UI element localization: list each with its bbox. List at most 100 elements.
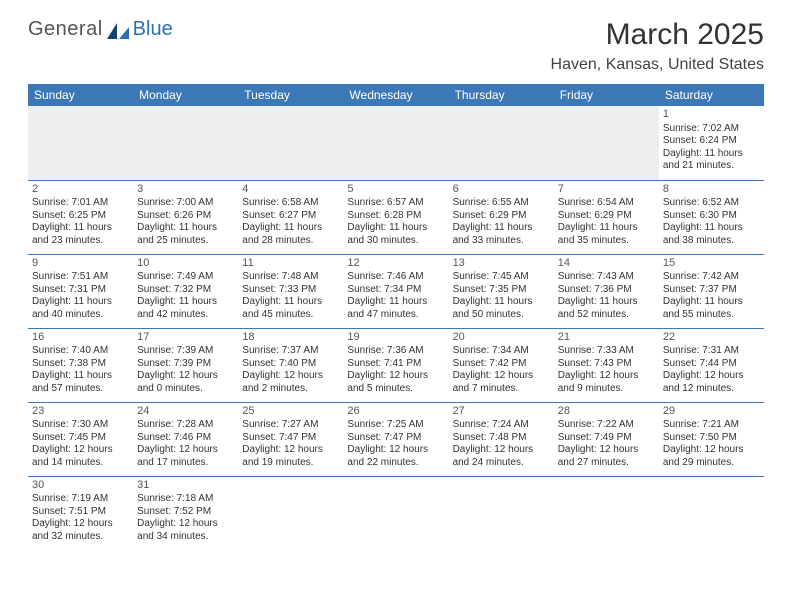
sunset-text: Sunset: 7:34 PM: [347, 284, 444, 297]
sunset-text: Sunset: 6:29 PM: [558, 210, 655, 223]
sunset-text: Sunset: 6:25 PM: [32, 210, 129, 223]
calendar-day-cell: 15Sunrise: 7:42 AMSunset: 7:37 PMDayligh…: [659, 254, 764, 328]
day-number: 8: [663, 183, 760, 197]
sunset-text: Sunset: 7:40 PM: [242, 358, 339, 371]
daylight-text: Daylight: 11 hours and 28 minutes.: [242, 222, 339, 247]
day-number: 30: [32, 479, 129, 493]
calendar-day-cell: 13Sunrise: 7:45 AMSunset: 7:35 PMDayligh…: [449, 254, 554, 328]
sunset-text: Sunset: 7:52 PM: [137, 506, 234, 519]
sunset-text: Sunset: 7:31 PM: [32, 284, 129, 297]
sunset-text: Sunset: 7:36 PM: [558, 284, 655, 297]
calendar-day-cell: 19Sunrise: 7:36 AMSunset: 7:41 PMDayligh…: [343, 328, 448, 402]
sunset-text: Sunset: 7:46 PM: [137, 432, 234, 445]
sunset-text: Sunset: 6:30 PM: [663, 210, 760, 223]
day-number: 18: [242, 331, 339, 345]
calendar-day-cell: 30Sunrise: 7:19 AMSunset: 7:51 PMDayligh…: [28, 476, 133, 550]
calendar-day-cell: [659, 476, 764, 550]
calendar-day-cell: 27Sunrise: 7:24 AMSunset: 7:48 PMDayligh…: [449, 402, 554, 476]
logo: General Blue: [28, 18, 173, 41]
calendar-day-cell: 21Sunrise: 7:33 AMSunset: 7:43 PMDayligh…: [554, 328, 659, 402]
calendar-day-cell: 8Sunrise: 6:52 AMSunset: 6:30 PMDaylight…: [659, 180, 764, 254]
sunset-text: Sunset: 7:39 PM: [137, 358, 234, 371]
sunrise-text: Sunrise: 7:42 AM: [663, 271, 760, 284]
sunset-text: Sunset: 7:42 PM: [453, 358, 550, 371]
daylight-text: Daylight: 11 hours and 55 minutes.: [663, 296, 760, 321]
calendar-day-cell: 24Sunrise: 7:28 AMSunset: 7:46 PMDayligh…: [133, 402, 238, 476]
sunrise-text: Sunrise: 7:28 AM: [137, 419, 234, 432]
sunrise-text: Sunrise: 7:46 AM: [347, 271, 444, 284]
daylight-text: Daylight: 12 hours and 27 minutes.: [558, 444, 655, 469]
day-number: 4: [242, 183, 339, 197]
sunset-text: Sunset: 7:50 PM: [663, 432, 760, 445]
day-number: 27: [453, 405, 550, 419]
day-header: Sunday: [28, 84, 133, 106]
sunset-text: Sunset: 7:47 PM: [347, 432, 444, 445]
calendar-day-cell: 2Sunrise: 7:01 AMSunset: 6:25 PMDaylight…: [28, 180, 133, 254]
daylight-text: Daylight: 12 hours and 32 minutes.: [32, 518, 129, 543]
calendar-day-cell: 1Sunrise: 7:02 AMSunset: 6:24 PMDaylight…: [659, 106, 764, 180]
daylight-text: Daylight: 11 hours and 45 minutes.: [242, 296, 339, 321]
daylight-text: Daylight: 11 hours and 30 minutes.: [347, 222, 444, 247]
daylight-text: Daylight: 12 hours and 34 minutes.: [137, 518, 234, 543]
daylight-text: Daylight: 12 hours and 14 minutes.: [32, 444, 129, 469]
daylight-text: Daylight: 11 hours and 42 minutes.: [137, 296, 234, 321]
daylight-text: Daylight: 11 hours and 21 minutes.: [663, 148, 760, 173]
day-header: Friday: [554, 84, 659, 106]
daylight-text: Daylight: 11 hours and 50 minutes.: [453, 296, 550, 321]
sunrise-text: Sunrise: 7:00 AM: [137, 197, 234, 210]
sunset-text: Sunset: 7:45 PM: [32, 432, 129, 445]
sunrise-text: Sunrise: 6:57 AM: [347, 197, 444, 210]
calendar-day-cell: 14Sunrise: 7:43 AMSunset: 7:36 PMDayligh…: [554, 254, 659, 328]
sunset-text: Sunset: 7:49 PM: [558, 432, 655, 445]
day-number: 3: [137, 183, 234, 197]
calendar-day-cell: 25Sunrise: 7:27 AMSunset: 7:47 PMDayligh…: [238, 402, 343, 476]
sunrise-text: Sunrise: 7:51 AM: [32, 271, 129, 284]
calendar-day-cell: 10Sunrise: 7:49 AMSunset: 7:32 PMDayligh…: [133, 254, 238, 328]
day-number: 31: [137, 479, 234, 493]
day-number: 16: [32, 331, 129, 345]
daylight-text: Daylight: 11 hours and 23 minutes.: [32, 222, 129, 247]
sunrise-text: Sunrise: 7:24 AM: [453, 419, 550, 432]
day-number: 19: [347, 331, 444, 345]
sunrise-text: Sunrise: 7:49 AM: [137, 271, 234, 284]
calendar-day-cell: [343, 106, 448, 180]
sunrise-text: Sunrise: 7:43 AM: [558, 271, 655, 284]
sunrise-text: Sunrise: 7:02 AM: [663, 123, 760, 136]
calendar-week-row: 1Sunrise: 7:02 AMSunset: 6:24 PMDaylight…: [28, 106, 764, 180]
sunset-text: Sunset: 6:29 PM: [453, 210, 550, 223]
calendar-day-cell: 20Sunrise: 7:34 AMSunset: 7:42 PMDayligh…: [449, 328, 554, 402]
sunrise-text: Sunrise: 7:27 AM: [242, 419, 339, 432]
calendar-week-row: 16Sunrise: 7:40 AMSunset: 7:38 PM Dayligh…: [28, 328, 764, 402]
sunset-text: Sunset: 7:38 PM: [32, 358, 129, 371]
sunrise-text: Sunrise: 7:25 AM: [347, 419, 444, 432]
day-number: 25: [242, 405, 339, 419]
sunset-text: Sunset: 6:28 PM: [347, 210, 444, 223]
sunset-text: Sunset: 7:33 PM: [242, 284, 339, 297]
day-number: 5: [347, 183, 444, 197]
sunrise-text: Sunrise: 7:39 AM: [137, 345, 234, 358]
title-block: March 2025 Haven, Kansas, United States: [551, 18, 764, 74]
day-number: 1: [663, 108, 760, 122]
daylight-text: Daylight: 11 hours and 40 minutes.: [32, 296, 129, 321]
daylight-text: Daylight: 11 hours and 35 minutes.: [558, 222, 655, 247]
sunrise-text: Sunrise: 7:40 AM: [32, 345, 129, 358]
location: Haven, Kansas, United States: [551, 56, 764, 74]
logo-text-general: General: [28, 18, 103, 41]
calendar-day-cell: [28, 106, 133, 180]
logo-text-blue: Blue: [133, 18, 173, 41]
day-header: Wednesday: [343, 84, 448, 106]
day-header: Monday: [133, 84, 238, 106]
calendar-day-cell: 6Sunrise: 6:55 AMSunset: 6:29 PMDaylight…: [449, 180, 554, 254]
sunrise-text: Sunrise: 7:30 AM: [32, 419, 129, 432]
day-number: 15: [663, 257, 760, 271]
daylight-text: Daylight: 12 hours and 12 minutes.: [663, 370, 760, 395]
calendar-day-cell: [238, 106, 343, 180]
sunset-text: Sunset: 7:51 PM: [32, 506, 129, 519]
daylight-text: Daylight: 12 hours and 24 minutes.: [453, 444, 550, 469]
calendar-day-cell: 17Sunrise: 7:39 AMSunset: 7:39 PMDayligh…: [133, 328, 238, 402]
daylight-text: Daylight: 12 hours and 9 minutes.: [558, 370, 655, 395]
calendar-day-cell: 31Sunrise: 7:18 AMSunset: 7:52 PMDayligh…: [133, 476, 238, 550]
calendar-table: Sunday Monday Tuesday Wednesday Thursday…: [28, 84, 764, 550]
calendar-day-cell: 22Sunrise: 7:31 AMSunset: 7:44 PMDayligh…: [659, 328, 764, 402]
day-number: 10: [137, 257, 234, 271]
